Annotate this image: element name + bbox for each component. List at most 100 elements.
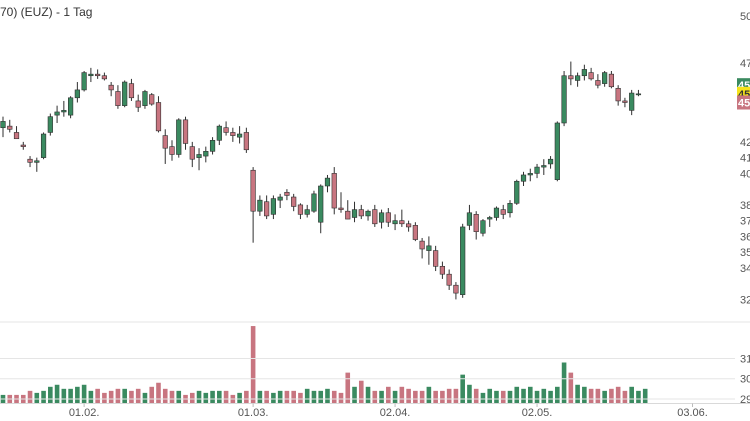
volume-bar (514, 386, 520, 403)
volume-tick-label: 30 (740, 374, 750, 386)
volume-bar (284, 390, 290, 403)
candle-down (135, 100, 141, 108)
volume-bar (561, 362, 567, 403)
volume-series (0, 326, 648, 403)
candle-down (230, 132, 236, 136)
candle-up (304, 209, 310, 215)
volume-bar (602, 390, 607, 403)
candle-up (196, 154, 202, 158)
volume-bar (453, 388, 459, 403)
volume-bar (122, 388, 127, 403)
candle-down (358, 209, 364, 217)
x-tick-label: 03.06. (677, 407, 708, 419)
candle-down (500, 209, 506, 215)
volume-bar (48, 386, 53, 403)
volume-bar (406, 388, 411, 403)
candle-down (291, 196, 297, 207)
volume-bar (237, 392, 242, 403)
volume-bar (413, 390, 418, 403)
volume-bar (169, 390, 175, 403)
price-badge-label: 45 (738, 98, 750, 110)
candle-down (297, 204, 304, 215)
volume-bar (244, 390, 249, 403)
volume-bar (75, 386, 80, 403)
candle-up (378, 212, 385, 223)
candle-up (88, 73, 94, 77)
candle-down (101, 75, 107, 80)
volume-bar (291, 390, 296, 403)
candle-down (615, 88, 621, 102)
candle-up (541, 165, 547, 168)
price-tick-label: 50 (740, 11, 750, 23)
candle-down (433, 250, 439, 267)
candle-up (68, 97, 74, 116)
candle-down (115, 91, 121, 106)
volume-bar (95, 388, 100, 403)
candle-up (257, 199, 263, 212)
volume-bar (196, 390, 202, 403)
volume-bar (176, 390, 182, 403)
x-tick-label: 02.04. (380, 407, 411, 419)
candle-up (277, 196, 283, 201)
candles-series (0, 61, 642, 300)
price-tick-label: 41 (740, 153, 750, 165)
candle-down (419, 240, 425, 250)
candle-down (223, 127, 229, 133)
price-badge (737, 95, 750, 110)
candle-down (385, 212, 391, 223)
candle-down (622, 100, 628, 103)
candle-up (351, 209, 358, 218)
candle-up (237, 133, 243, 138)
candle-up (487, 217, 493, 220)
candle-down (95, 73, 101, 77)
volume-bar (257, 390, 263, 403)
candle-up (527, 173, 533, 176)
volume-bar (41, 390, 46, 403)
volume-bar (446, 388, 452, 403)
x-tick-label: 01.02. (69, 407, 100, 419)
candle-up (426, 245, 432, 251)
price-tick-label: 42 (740, 137, 750, 149)
volume-bar (34, 392, 40, 403)
volume-bar (487, 388, 493, 403)
volume-bar (338, 392, 344, 403)
price-tick-label: 47 (740, 58, 750, 70)
candle-up (507, 203, 513, 214)
candle-up (635, 93, 642, 96)
volume-bar (142, 392, 148, 403)
volume-bar (271, 392, 276, 403)
volume-bar (480, 392, 486, 403)
volume-bar (298, 392, 303, 403)
candle-up (629, 92, 635, 111)
volume-bar (460, 374, 465, 403)
volume-bar (102, 392, 107, 403)
volume-axis: 29 30 31 (0, 353, 750, 406)
volume-bar (379, 390, 384, 403)
candle-up (74, 89, 80, 99)
volume-bar (575, 384, 580, 403)
volume-bar (277, 390, 283, 403)
candle-down (128, 83, 135, 99)
candle-up (534, 166, 540, 174)
candle-up (466, 212, 473, 226)
candle-down (453, 284, 459, 294)
candle-up (561, 75, 567, 124)
candle-down (372, 209, 378, 225)
candle-up (460, 226, 466, 295)
volume-bar (555, 386, 560, 403)
grid-lines (0, 321, 750, 404)
volume-bar (27, 390, 33, 403)
candle-down (264, 201, 270, 217)
candle-up (493, 207, 500, 218)
volume-bar (325, 388, 330, 403)
volume-bar (399, 386, 405, 403)
x-tick-label: 02.05. (522, 407, 553, 419)
candle-down (588, 72, 594, 80)
candle-down (20, 144, 26, 147)
volume-bar (304, 388, 310, 403)
chart-title: 70) (EUZ) - 1 Tag (0, 5, 93, 19)
candle-down (162, 135, 168, 149)
candle-up (324, 177, 331, 187)
volume-bar (582, 386, 587, 403)
candle-down (608, 73, 614, 88)
